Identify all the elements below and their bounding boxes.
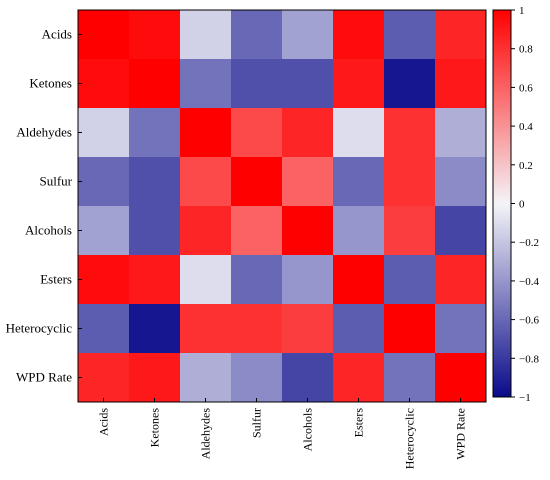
heatmap-cell-sulfur-aldehydes	[180, 157, 232, 207]
colorbar-tick-label: 0.6	[519, 82, 533, 94]
heatmap-cell-heterocyclic-sulfur	[231, 304, 283, 354]
row-label-acids: Acids	[42, 27, 72, 42]
heatmap-cell-acids-alcohols	[282, 10, 334, 60]
heatmap-cell-wpd-rate-aldehydes	[180, 353, 232, 403]
colorbar-tick-label: −0.4	[519, 276, 539, 288]
heatmap-cell-heterocyclic-ketones	[129, 304, 181, 354]
heatmap-cell-wpd-rate-esters	[333, 353, 385, 403]
colorbar-tick-label: 0.2	[519, 160, 533, 172]
column-label-sulfur: Sulfur	[250, 408, 264, 438]
colorbar-tick-label: 0.4	[519, 121, 533, 133]
heatmap-cell-esters-acids	[78, 255, 130, 305]
heatmap-cell-acids-aldehydes	[180, 10, 232, 60]
heatmap-cell-ketones-aldehydes	[180, 59, 232, 109]
heatmap-cell-acids-ketones	[129, 10, 181, 60]
row-label-sulfur: Sulfur	[40, 174, 73, 189]
heatmap-cell-ketones-heterocyclic	[384, 59, 436, 109]
heatmap-cell-esters-ketones	[129, 255, 181, 305]
heatmap-cell-wpd-rate-wpd-rate	[435, 353, 487, 403]
heatmap-cell-ketones-esters	[333, 59, 385, 109]
heatmap-cell-ketones-ketones	[129, 59, 181, 109]
heatmap-cell-sulfur-wpd-rate	[435, 157, 487, 207]
heatmap-cell-sulfur-heterocyclic	[384, 157, 436, 207]
heatmap-cell-wpd-rate-ketones	[129, 353, 181, 403]
heatmap-cell-alcohols-acids	[78, 206, 130, 256]
heatmap-cell-alcohols-esters	[333, 206, 385, 256]
column-label-wpd-rate: WPD Rate	[454, 408, 468, 460]
heatmap-cell-wpd-rate-sulfur	[231, 353, 283, 403]
column-label-aldehydes: Aldehydes	[199, 408, 213, 460]
heatmap-cell-wpd-rate-heterocyclic	[384, 353, 436, 403]
heatmap-cell-acids-acids	[78, 10, 130, 60]
heatmap-cell-alcohols-aldehydes	[180, 206, 232, 256]
heatmap-cell-esters-sulfur	[231, 255, 283, 305]
heatmap-cell-aldehydes-esters	[333, 108, 385, 158]
column-label-ketones: Ketones	[148, 408, 162, 448]
heatmap-cell-sulfur-ketones	[129, 157, 181, 207]
heatmap-cell-ketones-alcohols	[282, 59, 334, 109]
column-label-acids: Acids	[97, 408, 111, 436]
row-label-ketones: Ketones	[29, 76, 72, 91]
heatmap-cell-sulfur-acids	[78, 157, 130, 207]
colorbar-tick-label: 0.8	[519, 44, 533, 56]
heatmap-cell-ketones-sulfur	[231, 59, 283, 109]
colorbar-tick-label: −1	[519, 392, 531, 404]
heatmap-cell-alcohols-sulfur	[231, 206, 283, 256]
heatmap-cell-heterocyclic-wpd-rate	[435, 304, 487, 354]
heatmap-cell-acids-sulfur	[231, 10, 283, 60]
heatmap-cell-alcohols-alcohols	[282, 206, 334, 256]
heatmap-cell-acids-heterocyclic	[384, 10, 436, 60]
heatmap-cell-aldehydes-acids	[78, 108, 130, 158]
heatmap-cell-alcohols-ketones	[129, 206, 181, 256]
heatmap-cell-heterocyclic-aldehydes	[180, 304, 232, 354]
heatmap-cell-heterocyclic-heterocyclic	[384, 304, 436, 354]
row-label-alcohols: Alcohols	[25, 223, 72, 238]
column-label-alcohols: Alcohols	[301, 408, 315, 452]
heatmap-cell-aldehydes-wpd-rate	[435, 108, 487, 158]
plot-frame	[77, 9, 487, 403]
heatmap-cell-heterocyclic-alcohols	[282, 304, 334, 354]
colorbar-tick-label: −0.6	[519, 315, 539, 327]
heatmap-cell-alcohols-wpd-rate	[435, 206, 487, 256]
heatmap-cell-aldehydes-heterocyclic	[384, 108, 436, 158]
heatmap-cell-sulfur-alcohols	[282, 157, 334, 207]
heatmap-cell-sulfur-sulfur	[231, 157, 283, 207]
heatmap-cell-aldehydes-sulfur	[231, 108, 283, 158]
colorbar-ticks: 1 0.8 0.6 0.4 0.2 0 −0.2 −0.4 −0.6 −0.8 −1	[511, 5, 539, 404]
heatmap-cell-wpd-rate-acids	[78, 353, 130, 403]
row-labels: Acids Ketones Aldehydes Sulfur Alcohols Ester…	[6, 27, 82, 385]
heatmap-cell-heterocyclic-esters	[333, 304, 385, 354]
row-label-wpd-rate: WPD Rate	[16, 370, 72, 385]
column-label-esters: Esters	[352, 408, 366, 438]
heatmap-cell-esters-aldehydes	[180, 255, 232, 305]
heatmap-cell-alcohols-heterocyclic	[384, 206, 436, 256]
row-label-esters: Esters	[40, 272, 72, 287]
heatmap-cell-aldehydes-alcohols	[282, 108, 334, 158]
heatmap-cell-wpd-rate-alcohols	[282, 353, 334, 403]
colorbar-tick-label: 1	[519, 5, 525, 17]
heatmap-cell-aldehydes-ketones	[129, 108, 181, 158]
heatmap-cell-acids-wpd-rate	[435, 10, 487, 60]
heatmap-cell-sulfur-esters	[333, 157, 385, 207]
heatmap-cells	[78, 10, 487, 403]
colorbar-tick-label: −0.2	[519, 237, 539, 249]
heatmap-cell-aldehydes-aldehydes	[180, 108, 232, 158]
heatmap-cell-heterocyclic-acids	[78, 304, 130, 354]
heatmap-cell-esters-esters	[333, 255, 385, 305]
colorbar	[492, 9, 512, 398]
heatmap-cell-ketones-acids	[78, 59, 130, 109]
heatmap-cell-esters-heterocyclic	[384, 255, 436, 305]
heatmap-cell-esters-wpd-rate	[435, 255, 487, 305]
colorbar-tick-label: −0.8	[519, 353, 539, 365]
row-label-heterocyclic: Heterocyclic	[6, 321, 73, 336]
colorbar-tick-label: 0	[519, 199, 525, 211]
heatmap-cell-esters-alcohols	[282, 255, 334, 305]
column-label-heterocyclic: Heterocyclic	[403, 408, 417, 469]
heatmap-cell-ketones-wpd-rate	[435, 59, 487, 109]
column-labels: Acids Ketones Aldehydes Sulfur Alcohols Ester…	[97, 398, 468, 469]
row-label-aldehydes: Aldehydes	[16, 125, 72, 140]
heatmap-cell-acids-esters	[333, 10, 385, 60]
